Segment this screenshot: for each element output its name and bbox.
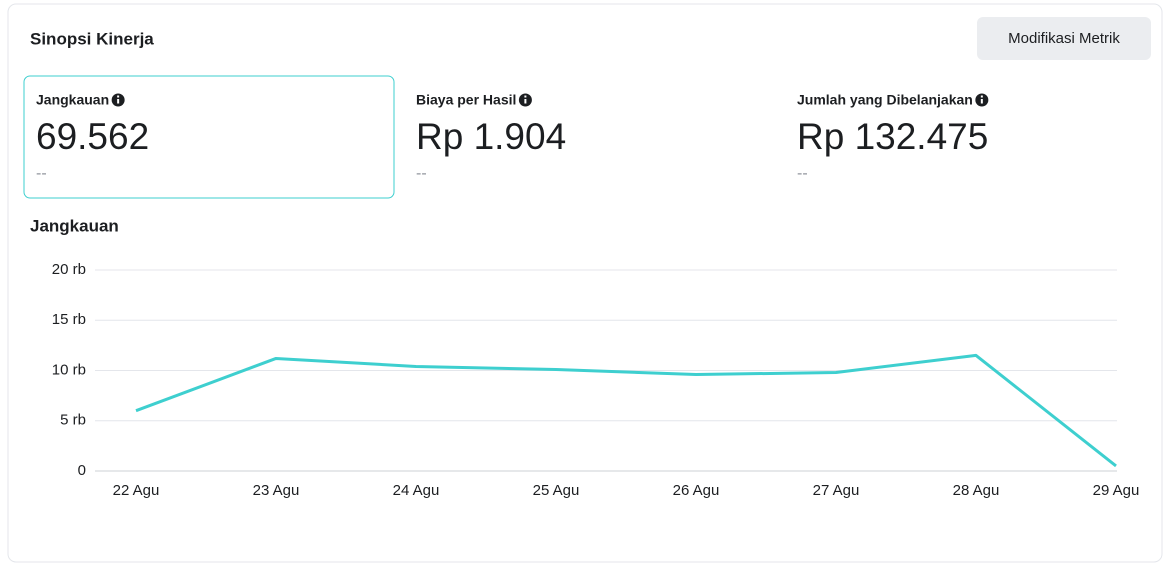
- y-tick-label: 5 rb: [60, 412, 86, 429]
- line-series: [135, 353, 1117, 468]
- info-icon-glyph: [980, 99, 983, 104]
- metric-value: 69.562: [36, 116, 149, 157]
- x-tick-label: 29 Agu: [1093, 482, 1140, 499]
- x-tick-label: 28 Agu: [953, 482, 1000, 499]
- y-tick-label: 0: [78, 462, 86, 479]
- metric-label: Jangkauan: [36, 92, 109, 108]
- metric-change: --: [416, 165, 427, 182]
- x-tick-label: 23 Agu: [253, 482, 300, 499]
- info-icon-glyph: [117, 99, 120, 104]
- info-icon-dot: [524, 95, 527, 98]
- x-tick-label: 27 Agu: [813, 482, 860, 499]
- panel-title: Sinopsi Kinerja: [30, 29, 154, 48]
- metric-change: --: [797, 165, 808, 182]
- metric-label: Biaya per Hasil: [416, 92, 516, 108]
- metric-value: Rp 1.904: [416, 116, 566, 157]
- metric-card-selected[interactable]: [23, 75, 395, 199]
- x-tick-label: 25 Agu: [533, 482, 580, 499]
- y-tick-label: 10 rb: [52, 361, 86, 378]
- x-tick-label: 26 Agu: [673, 482, 720, 499]
- x-tick-label: 24 Agu: [393, 482, 440, 499]
- modify-button-label[interactable]: Modifikasi Metrik: [1008, 30, 1120, 47]
- metric-change: --: [36, 165, 47, 182]
- x-tick-label: 22 Agu: [113, 482, 160, 499]
- info-icon-dot: [980, 95, 983, 98]
- y-tick-label: 15 rb: [52, 311, 86, 328]
- metric-value: Rp 132.475: [797, 116, 988, 157]
- metric-label: Jumlah yang Dibelanjakan: [797, 92, 973, 108]
- y-tick-label: 20 rb: [52, 261, 86, 278]
- chart-title: Jangkauan: [30, 216, 119, 235]
- info-icon-glyph: [524, 99, 527, 104]
- info-icon-dot: [117, 95, 120, 98]
- modify-button[interactable]: [977, 17, 1151, 60]
